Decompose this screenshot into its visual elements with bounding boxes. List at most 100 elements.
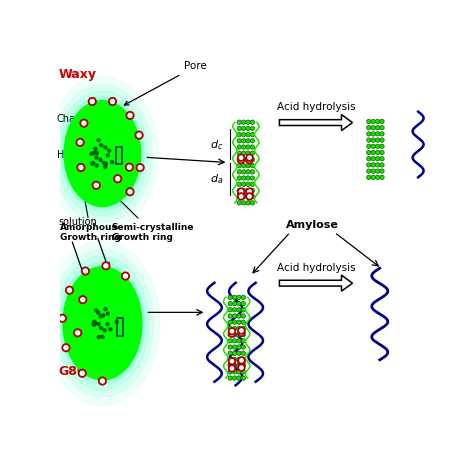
Circle shape: [238, 365, 245, 371]
Circle shape: [102, 262, 109, 270]
Text: solution: solution: [59, 218, 97, 228]
Circle shape: [122, 273, 129, 280]
Circle shape: [246, 138, 250, 143]
Circle shape: [371, 163, 375, 167]
Ellipse shape: [57, 91, 147, 216]
Circle shape: [375, 132, 380, 136]
Circle shape: [237, 194, 241, 199]
Circle shape: [246, 145, 250, 149]
Circle shape: [228, 370, 232, 374]
Ellipse shape: [53, 85, 152, 222]
Circle shape: [246, 164, 250, 168]
Circle shape: [97, 323, 100, 326]
Circle shape: [228, 338, 232, 343]
Circle shape: [241, 164, 246, 168]
Circle shape: [246, 155, 253, 161]
Circle shape: [106, 312, 109, 315]
Circle shape: [237, 301, 241, 306]
Circle shape: [241, 308, 246, 312]
Circle shape: [237, 132, 241, 137]
Circle shape: [232, 364, 237, 368]
Circle shape: [228, 332, 232, 337]
Text: Acid hydrolysis: Acid hydrolysis: [277, 263, 355, 273]
Ellipse shape: [81, 292, 124, 354]
Circle shape: [238, 357, 245, 364]
Circle shape: [237, 145, 241, 149]
Circle shape: [238, 330, 245, 336]
Circle shape: [371, 144, 375, 148]
Circle shape: [108, 149, 110, 152]
Ellipse shape: [88, 303, 117, 344]
Circle shape: [250, 170, 255, 174]
Circle shape: [250, 188, 255, 192]
Circle shape: [232, 326, 237, 331]
Circle shape: [375, 150, 380, 155]
Circle shape: [371, 156, 375, 161]
Circle shape: [232, 345, 237, 349]
Circle shape: [228, 360, 235, 367]
Circle shape: [228, 357, 232, 362]
Circle shape: [241, 314, 246, 318]
Text: G80: G80: [59, 365, 86, 378]
Ellipse shape: [95, 313, 109, 334]
Circle shape: [238, 359, 245, 366]
Circle shape: [241, 201, 246, 205]
Circle shape: [237, 308, 241, 312]
Circle shape: [250, 145, 255, 149]
Circle shape: [237, 157, 241, 162]
Circle shape: [238, 193, 245, 200]
Circle shape: [228, 364, 232, 368]
Circle shape: [228, 326, 232, 331]
Circle shape: [241, 132, 246, 137]
Circle shape: [238, 327, 245, 334]
Circle shape: [371, 126, 375, 130]
Circle shape: [232, 332, 237, 337]
Circle shape: [95, 151, 98, 155]
Circle shape: [246, 182, 250, 186]
Circle shape: [237, 176, 241, 180]
Circle shape: [380, 150, 384, 155]
Circle shape: [241, 370, 246, 374]
Circle shape: [375, 138, 380, 142]
Circle shape: [114, 175, 121, 182]
Circle shape: [241, 351, 246, 356]
Circle shape: [371, 150, 375, 155]
Circle shape: [237, 188, 241, 192]
Circle shape: [250, 164, 255, 168]
Circle shape: [246, 151, 250, 155]
Circle shape: [92, 152, 95, 155]
Ellipse shape: [51, 250, 154, 397]
Circle shape: [250, 201, 255, 205]
Circle shape: [228, 308, 232, 312]
Circle shape: [367, 144, 371, 148]
Ellipse shape: [68, 106, 137, 202]
Bar: [116, 146, 122, 164]
Circle shape: [246, 191, 253, 197]
Circle shape: [237, 164, 241, 168]
Circle shape: [241, 176, 246, 180]
Circle shape: [237, 201, 241, 205]
Circle shape: [100, 327, 102, 329]
Circle shape: [59, 315, 66, 322]
Ellipse shape: [78, 120, 127, 187]
Circle shape: [237, 338, 241, 343]
Circle shape: [104, 165, 107, 168]
Circle shape: [241, 120, 246, 124]
Circle shape: [380, 119, 384, 124]
Circle shape: [101, 314, 105, 317]
Circle shape: [95, 309, 98, 312]
Circle shape: [367, 119, 371, 124]
Circle shape: [232, 320, 237, 324]
Circle shape: [250, 194, 255, 199]
Circle shape: [92, 323, 95, 326]
Circle shape: [246, 132, 250, 137]
Circle shape: [95, 164, 98, 167]
Circle shape: [367, 175, 371, 180]
Circle shape: [232, 351, 237, 356]
Circle shape: [246, 157, 253, 164]
Circle shape: [371, 169, 375, 173]
Circle shape: [375, 144, 380, 148]
Circle shape: [115, 320, 118, 324]
Circle shape: [237, 170, 241, 174]
Circle shape: [246, 176, 250, 180]
